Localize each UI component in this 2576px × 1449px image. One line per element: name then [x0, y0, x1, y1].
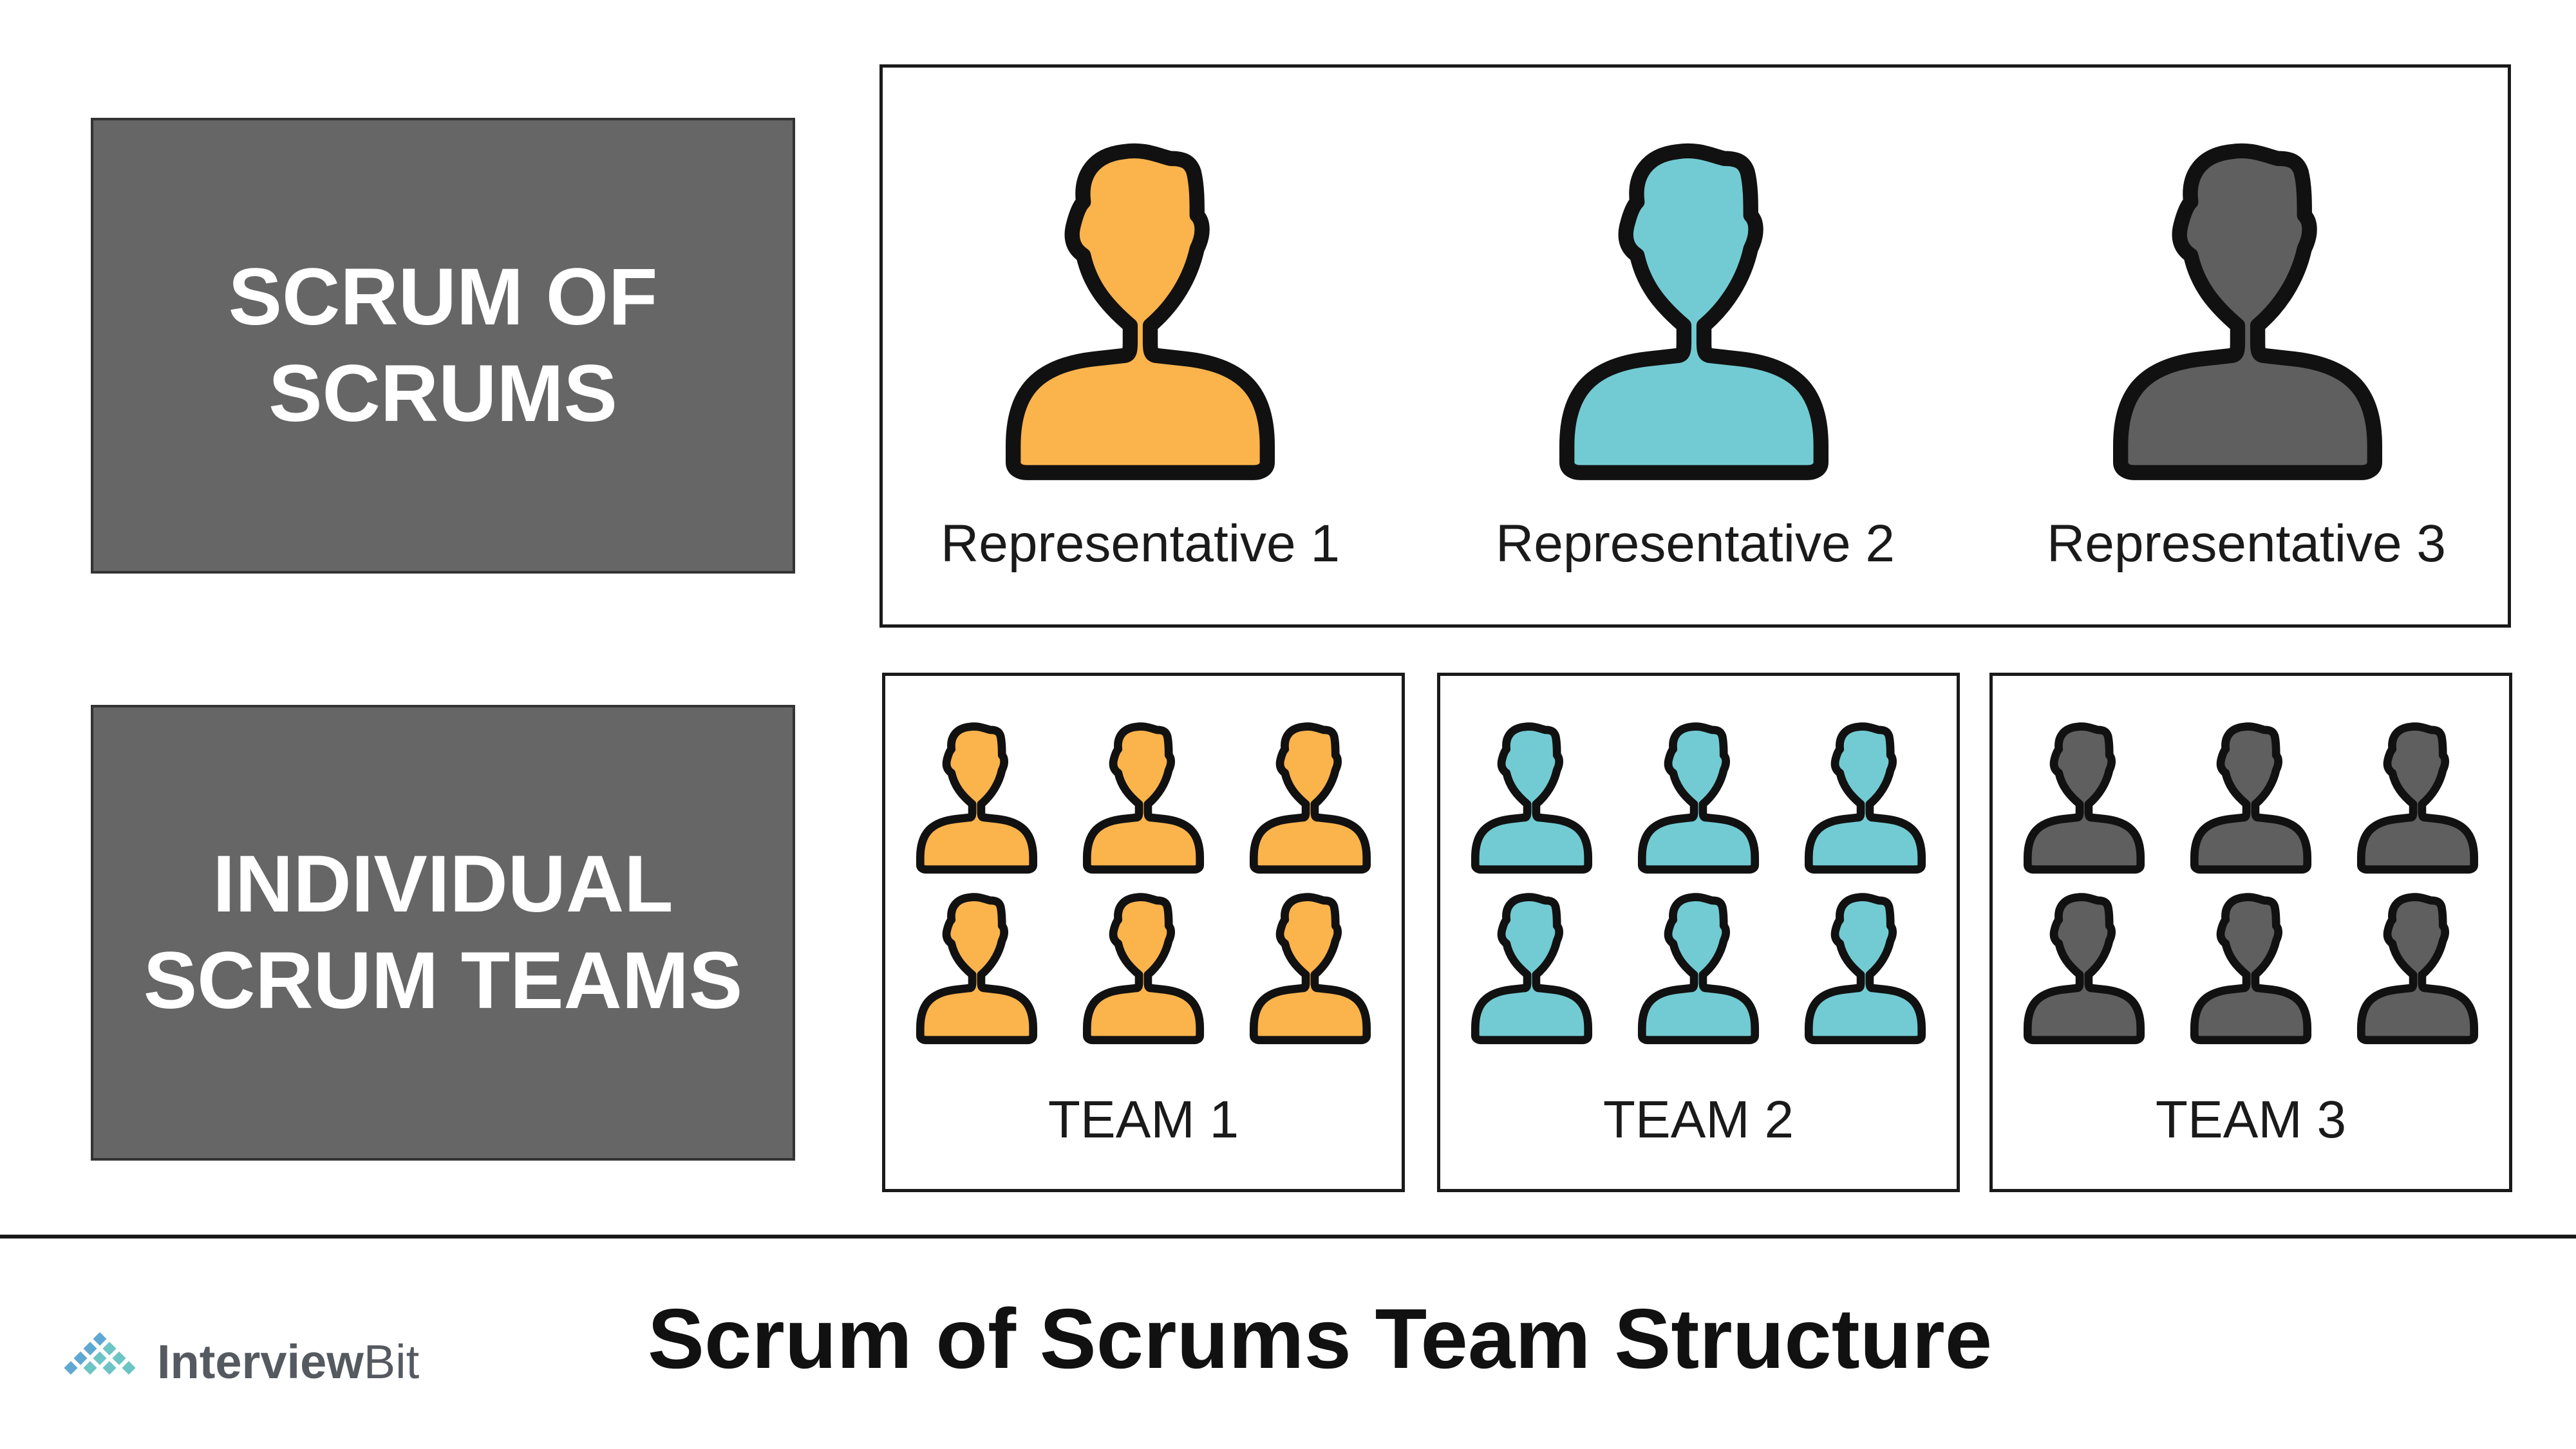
individual-teams-line-1: INDIVIDUAL: [212, 839, 673, 929]
scrum-of-scrums-line-2: SCRUMS: [268, 349, 617, 438]
individual-teams-line-2: SCRUM TEAMS: [143, 936, 743, 1025]
scrum-of-scrums-label-box: SCRUM OF SCRUMS: [91, 118, 795, 574]
representatives-panel: Representative 1 Representative 2 Repres…: [879, 64, 2511, 628]
team-member-person-icon: [901, 721, 1052, 875]
team-2-label: TEAM 2: [1603, 1090, 1794, 1149]
team-member-person-icon: [1235, 721, 1386, 875]
team-1-panel: TEAM 1: [882, 673, 1405, 1192]
footer-divider: [0, 1235, 2576, 1239]
logo-text-interview: Interview: [157, 1334, 364, 1388]
team-2-members: [1456, 721, 1941, 1046]
representative-2-person-icon: [1527, 138, 1861, 486]
team-member-person-icon: [1456, 721, 1607, 875]
team-member-person-icon: [2009, 721, 2159, 875]
team-member-person-icon: [1235, 892, 1386, 1046]
team-2-panel: TEAM 2: [1437, 673, 1960, 1192]
logo-wordmark: InterviewBit: [157, 1334, 419, 1389]
representative-1-label: Representative 1: [941, 514, 1340, 573]
representative-2-label: Representative 2: [1496, 514, 1895, 573]
scrum-of-scrums-line-1: SCRUM OF: [228, 252, 658, 342]
team-member-person-icon: [2009, 892, 2159, 1046]
team-1-label: TEAM 1: [1048, 1090, 1239, 1149]
team-member-person-icon: [1790, 721, 1941, 875]
team-member-person-icon: [1068, 721, 1219, 875]
footer-title: Scrum of Scrums Team Structure: [647, 1291, 1993, 1386]
team-3-label: TEAM 3: [2155, 1090, 2347, 1149]
team-3-members: [2009, 721, 2493, 1046]
team-member-person-icon: [2342, 892, 2493, 1046]
team-3-panel: TEAM 3: [1989, 673, 2512, 1192]
team-member-person-icon: [1456, 892, 1607, 1046]
team-member-person-icon: [1790, 892, 1941, 1046]
team-member-person-icon: [1623, 892, 1774, 1046]
representative-3-person-icon: [2080, 138, 2415, 486]
representative-1-person-icon: [973, 138, 1308, 486]
team-member-person-icon: [2176, 892, 2326, 1046]
team-member-person-icon: [1623, 721, 1774, 875]
individual-scrum-teams-label-box: INDIVIDUAL SCRUM TEAMS: [91, 705, 795, 1161]
interviewbit-logo-mark-icon: [62, 1332, 138, 1377]
team-member-person-icon: [901, 892, 1052, 1046]
team-member-person-icon: [2176, 721, 2326, 875]
logo-text-bit: Bit: [363, 1334, 420, 1388]
team-member-person-icon: [1068, 892, 1219, 1046]
representative-3-label: Representative 3: [2047, 514, 2446, 573]
team-1-members: [901, 721, 1386, 1046]
team-member-person-icon: [2342, 721, 2493, 875]
interviewbit-logo: InterviewBit: [52, 1323, 419, 1400]
